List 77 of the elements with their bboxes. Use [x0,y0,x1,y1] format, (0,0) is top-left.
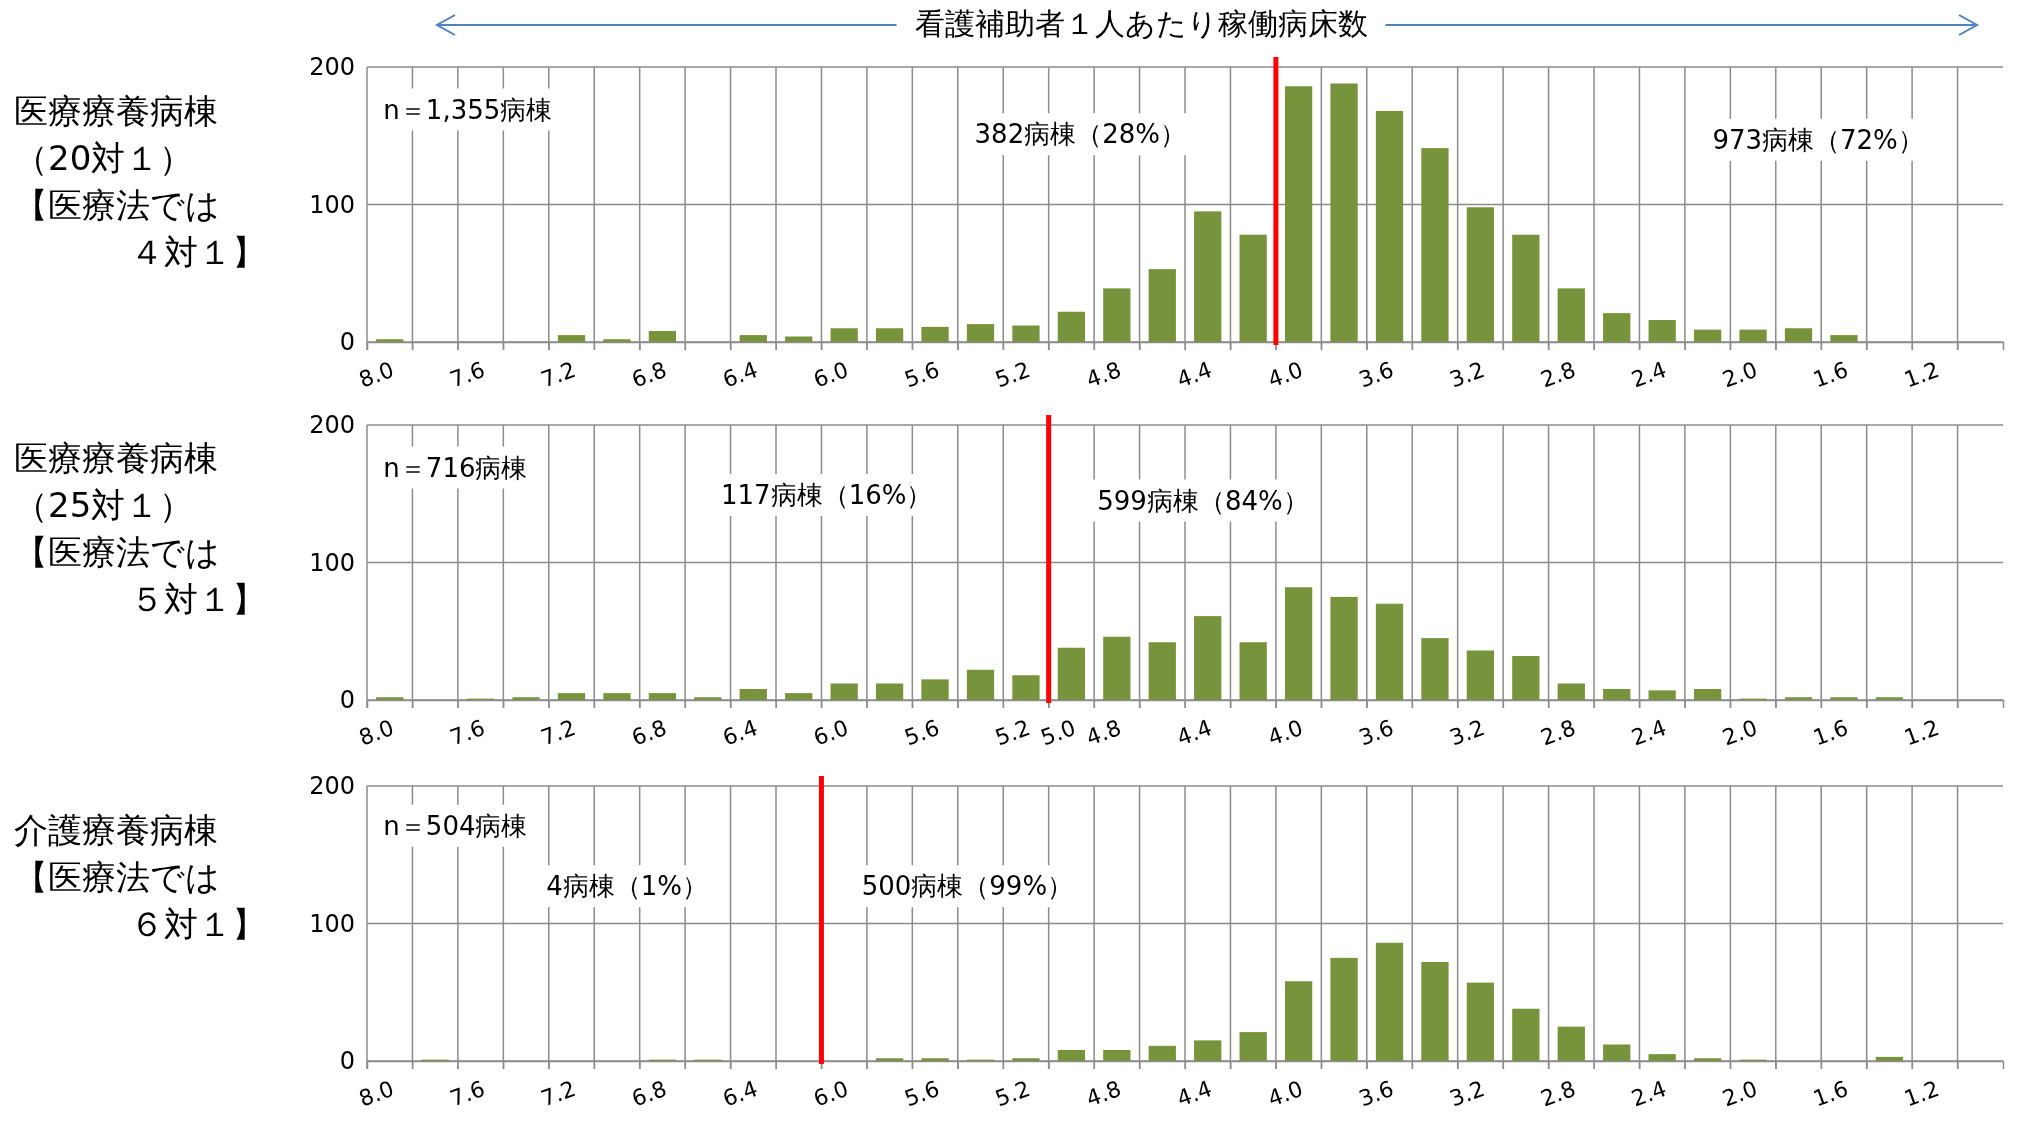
annotation: 117病棟（16%） [721,480,933,510]
x-tick-label: 3.6 [1355,356,1397,393]
x-tick-label: 4.4 [1173,714,1216,751]
x-tick-label: 6.4 [719,1075,761,1112]
x-tick-label: 3.6 [1355,714,1397,751]
x-tick-label: 4.0 [1264,1075,1307,1112]
x-tick-label: 3.6 [1355,1075,1397,1112]
x-tick-label: 3.2 [1446,1075,1488,1112]
y-tick-label: 100 [309,909,355,938]
x-tick-label: 2.0 [1719,714,1761,751]
x-tick-label: 7.6 [446,1075,489,1112]
annotation: 599病棟（84%） [1097,485,1309,516]
x-tick-label: 4.8 [1082,714,1125,751]
y-tick-label: 100 [309,548,355,577]
text: 医療療養病棟（25対１）【医療法では５対１】 [14,437,266,619]
x-tick-label: 1.2 [1900,356,1943,393]
x-tick-label: 5.6 [901,356,943,393]
y-tick-label: 0 [339,686,355,715]
x-tick-label: 2.4 [1628,1075,1670,1112]
x-tick-label: 6.8 [628,1075,670,1112]
text: 介護療養病棟【医療法では６対１】 [14,809,266,944]
x-tick-label: 2.4 [1628,714,1670,751]
x-tick-label: 5.2 [992,356,1034,393]
x-tick-label: 6.8 [628,356,670,393]
x-tick-label: 5.2 [992,1075,1034,1112]
x-tick-label: 3.2 [1446,356,1488,393]
x-tick-label: 6.0 [810,356,852,393]
y-tick-label: 200 [309,411,355,440]
annotation: 500病棟（99%） [861,871,1074,902]
text: 医療療養病棟（20対１）【医療法では４対１】 [14,90,266,272]
x-tick-label: 8.0 [355,714,398,751]
x-tick-label: 1.6 [1810,356,1852,393]
x-tick-label: 2.8 [1537,1075,1579,1112]
x-tick-label: 6.4 [719,714,761,751]
x-tick-label: 6.0 [810,714,852,751]
annotation: 4病棟（1%） [546,871,709,902]
x-tick-label: 4.8 [1082,1075,1125,1112]
x-tick-label: 5.2 [992,714,1034,751]
x-tick-label: 8.0 [355,1075,398,1112]
x-tick-label: 2.4 [1628,356,1670,393]
annotation: 382病棟（28%） [974,119,1187,150]
x-tick-label: 2.8 [1537,356,1579,393]
annotation: 973病棟（72%） [1712,124,1924,155]
x-tick-label: 4.4 [1173,1075,1216,1112]
x-tick-label: 7.2 [537,356,579,393]
y-tick-label: 100 [309,190,355,219]
x-tick-label: 1.6 [1810,714,1852,751]
x-tick-label: 5.0 [1037,714,1079,751]
x-tick-label: 7.6 [446,356,489,393]
y-tick-label: 0 [339,328,355,357]
x-tick-label: 5.6 [901,714,943,751]
x-axis-title: 看護補助者１人あたり稼働病床数 [914,5,1368,41]
x-tick-label: 4.0 [1264,714,1307,751]
annotation: n＝504病棟 [383,810,528,841]
x-tick-label: 1.2 [1900,714,1943,751]
x-tick-label: 2.0 [1719,356,1761,393]
y-tick-label: 200 [309,772,355,801]
x-tick-label: 5.6 [901,1075,943,1112]
x-tick-label: 4.0 [1264,356,1307,393]
x-tick-label: 7.2 [537,1075,579,1112]
x-tick-label: 3.2 [1446,714,1488,751]
x-tick-label: 8.0 [355,356,398,393]
x-tick-label: 2.0 [1719,1075,1761,1112]
x-tick-label: 2.8 [1537,714,1579,751]
x-tick-label: 7.2 [537,714,579,751]
x-tick-label: 1.2 [1900,1075,1943,1112]
x-tick-label: 6.4 [719,356,761,393]
x-tick-label: 1.6 [1810,1075,1852,1112]
x-tick-label: 6.8 [628,714,670,751]
annotation: n＝1,355病棟 [383,94,553,125]
annotation: n＝716病棟 [383,452,528,483]
y-tick-label: 0 [339,1047,355,1076]
y-tick-label: 200 [309,53,355,82]
x-tick-label: 4.4 [1173,356,1216,393]
x-tick-label: 7.6 [446,714,489,751]
x-tick-label: 4.8 [1082,356,1125,393]
x-tick-label: 6.0 [810,1075,852,1112]
